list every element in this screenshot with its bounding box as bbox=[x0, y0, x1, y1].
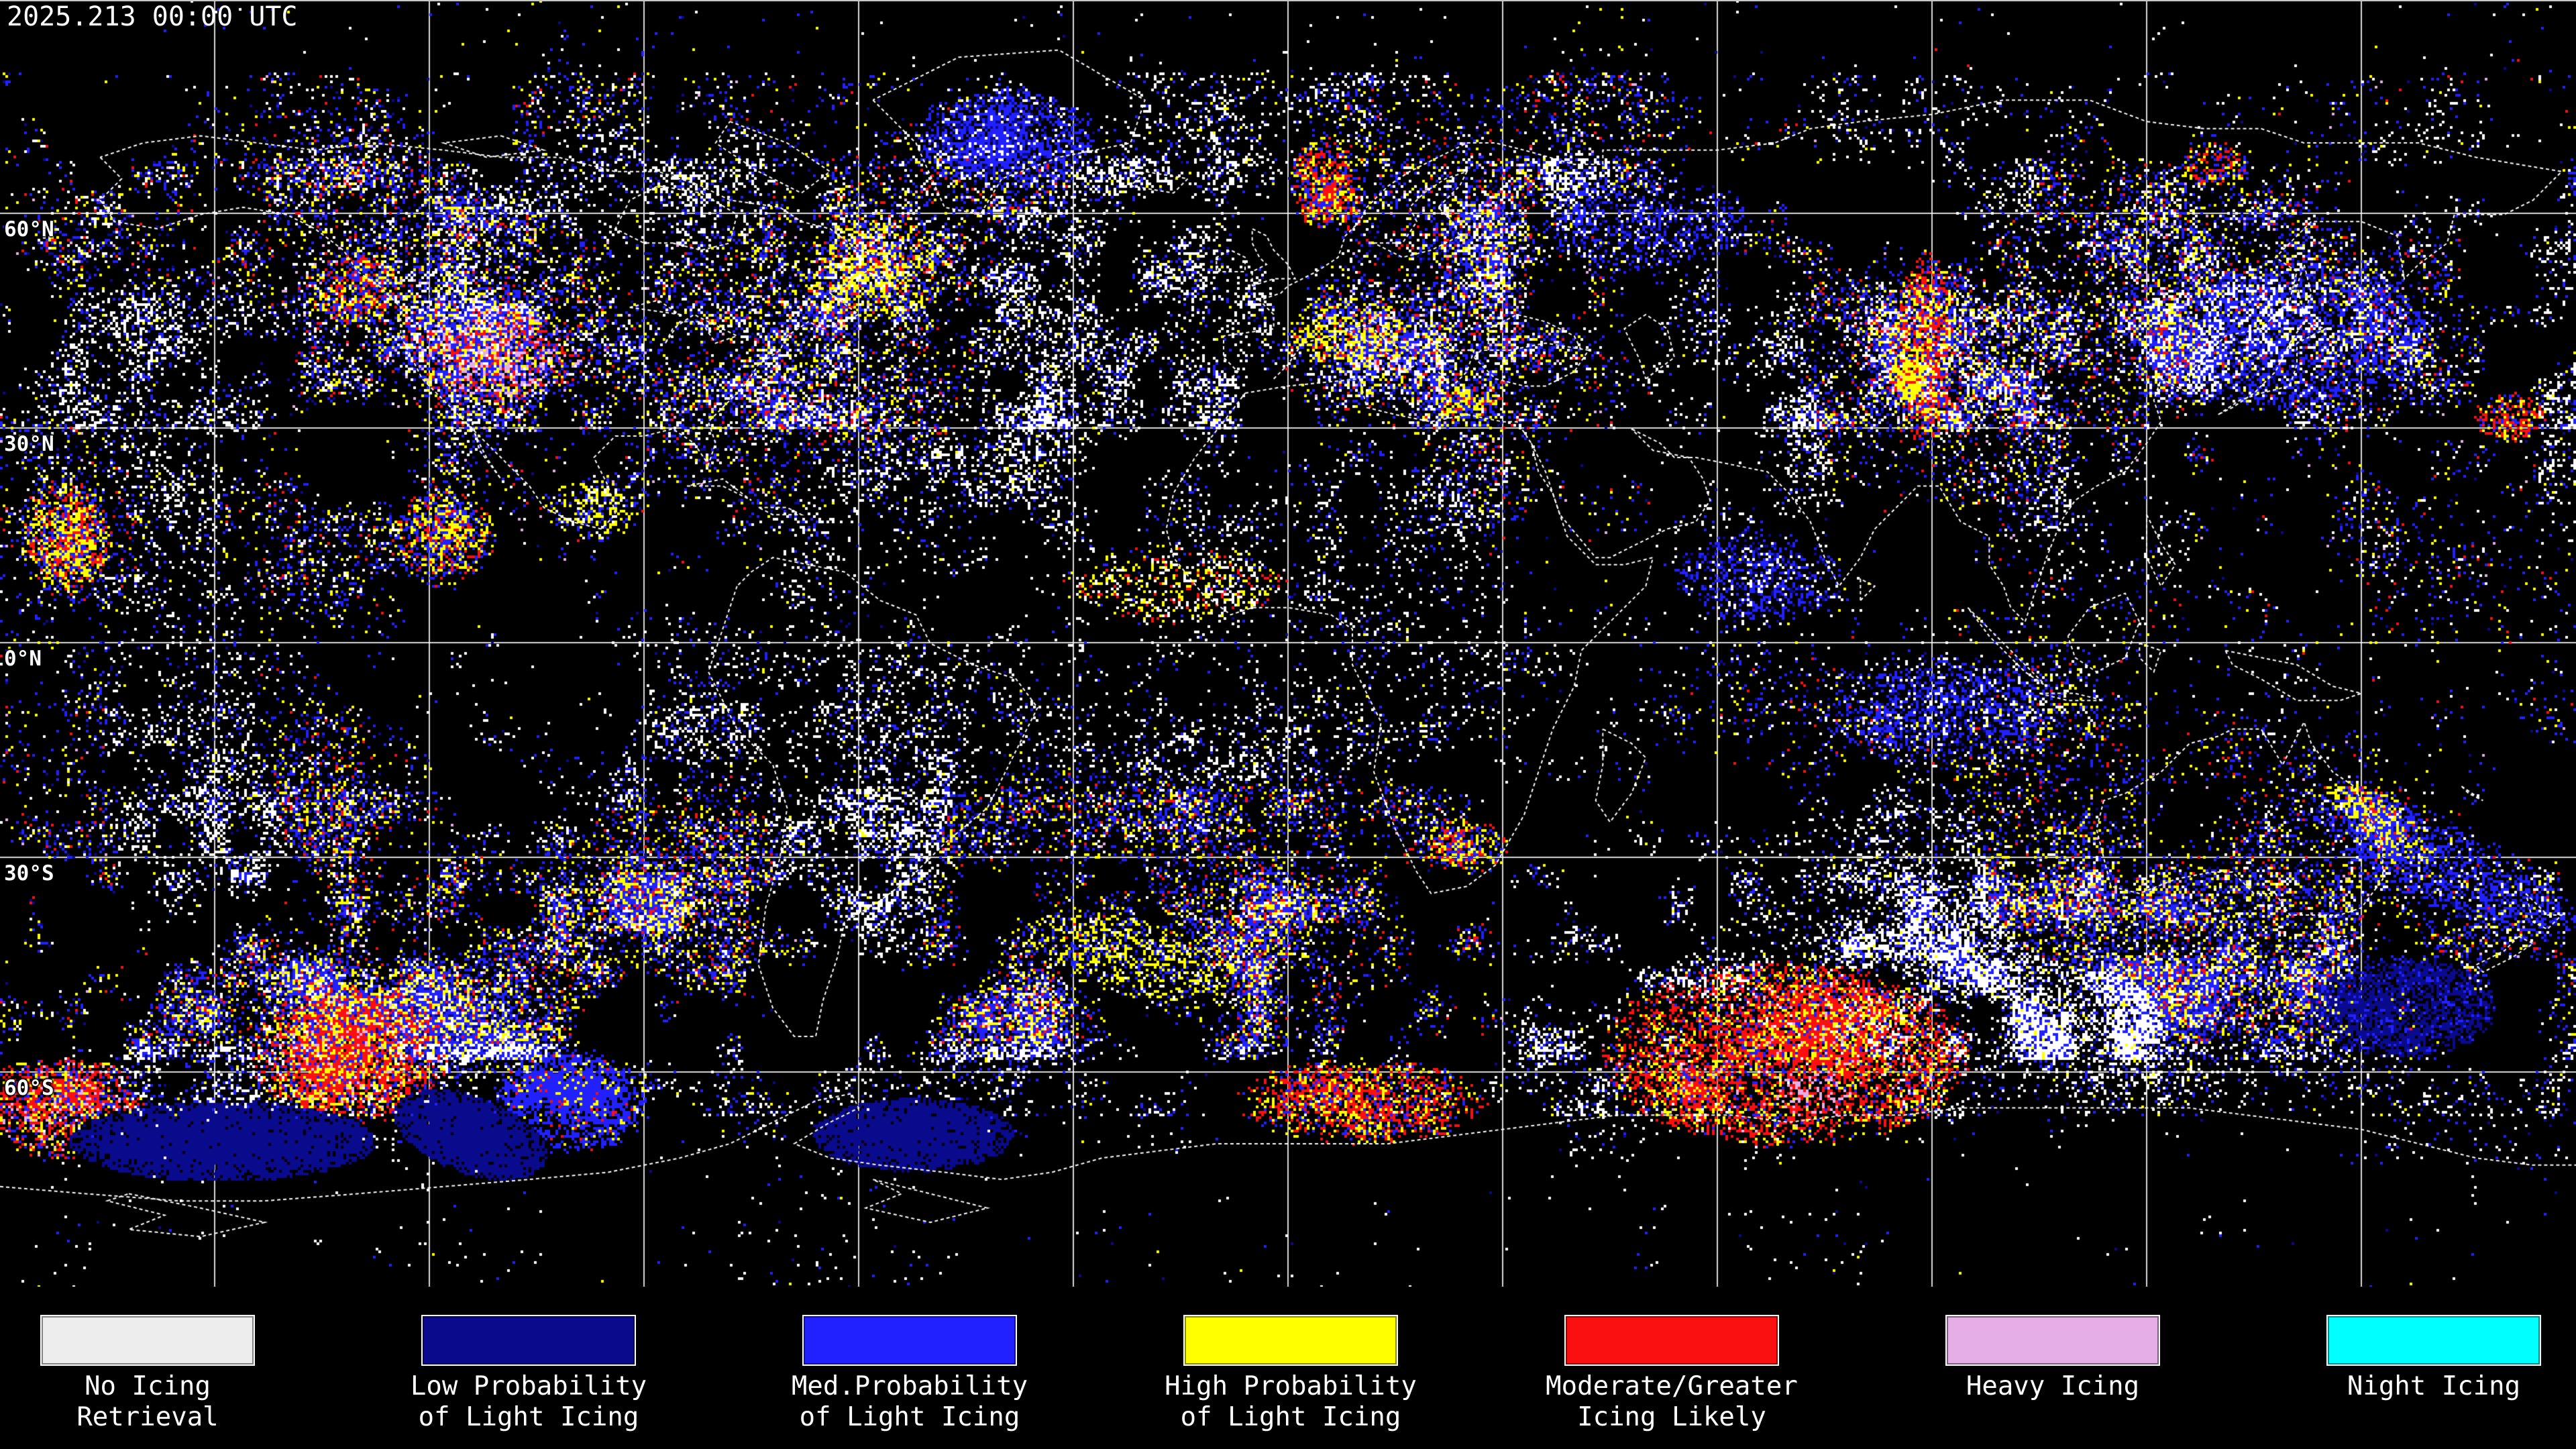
legend-label: High Probability of Light Icing bbox=[1107, 1371, 1474, 1433]
legend-item-med-probability: Med.Probability of Light Icing bbox=[726, 1287, 1093, 1449]
legend-label-line1: High Probability bbox=[1165, 1371, 1417, 1401]
legend-swatch-med-probability bbox=[802, 1315, 1017, 1366]
icing-map-canvas bbox=[0, 0, 2576, 1287]
lat-label-0: 60°N bbox=[4, 217, 54, 241]
legend-label-line2: of Light Icing bbox=[799, 1402, 1020, 1432]
legend-label-line1: Heavy Icing bbox=[1966, 1371, 2140, 1401]
legend-item-moderate-greater: Moderate/Greater Icing Likely bbox=[1488, 1287, 1856, 1449]
legend-label: Low Probability of Light Icing bbox=[345, 1371, 712, 1433]
legend-bar: No Icing Retrieval Low Probability of Li… bbox=[0, 1287, 2576, 1449]
legend-swatch-heavy-icing bbox=[1945, 1315, 2160, 1366]
legend-label: No Icing Retrieval bbox=[0, 1371, 331, 1433]
legend-label-line1: Med.Probability bbox=[791, 1371, 1028, 1401]
lat-label-3: 30°S bbox=[4, 861, 54, 885]
legend-swatch-night-icing bbox=[2326, 1315, 2541, 1366]
legend-label-line1: Moderate/Greater bbox=[1546, 1371, 1798, 1401]
legend-label-line1: No Icing bbox=[85, 1371, 211, 1401]
window-top-border bbox=[0, 0, 2576, 1]
legend-item-heavy-icing: Heavy Icing bbox=[1869, 1287, 2237, 1449]
legend-item-night-icing: Night Icing bbox=[2250, 1287, 2576, 1449]
timestamp-label: 2025.213 00:00 UTC bbox=[7, 1, 298, 32]
legend-label-line1: Low Probability bbox=[410, 1371, 647, 1401]
legend-label: Med.Probability of Light Icing bbox=[726, 1371, 1093, 1433]
legend-label-line2 bbox=[2250, 1402, 2576, 1433]
lat-label-1: 30°N bbox=[4, 432, 54, 456]
legend-label-line1: Night Icing bbox=[2347, 1371, 2521, 1401]
legend-item-high-probability: High Probability of Light Icing bbox=[1107, 1287, 1474, 1449]
legend-label-line2: Retrieval bbox=[76, 1402, 219, 1432]
lat-label-2: 0°N bbox=[4, 647, 42, 671]
legend-swatch-no-icing bbox=[40, 1315, 255, 1366]
legend-swatch-high-probability bbox=[1183, 1315, 1398, 1366]
legend-label-line2: Icing Likely bbox=[1577, 1402, 1766, 1432]
legend-label: Heavy Icing bbox=[1869, 1371, 2237, 1433]
legend-label: Moderate/Greater Icing Likely bbox=[1488, 1371, 1856, 1433]
lat-label-4: 60°S bbox=[4, 1076, 54, 1100]
legend-swatch-low-probability bbox=[421, 1315, 636, 1366]
legend-item-low-probability: Low Probability of Light Icing bbox=[345, 1287, 712, 1449]
legend-label: Night Icing bbox=[2250, 1371, 2576, 1433]
legend-label-line2: of Light Icing bbox=[418, 1402, 639, 1432]
legend-label-line2: of Light Icing bbox=[1180, 1402, 1401, 1432]
legend-label-line2 bbox=[1869, 1402, 2237, 1433]
legend-swatch-moderate-greater bbox=[1564, 1315, 1779, 1366]
legend-item-no-icing: No Icing Retrieval bbox=[0, 1287, 331, 1449]
